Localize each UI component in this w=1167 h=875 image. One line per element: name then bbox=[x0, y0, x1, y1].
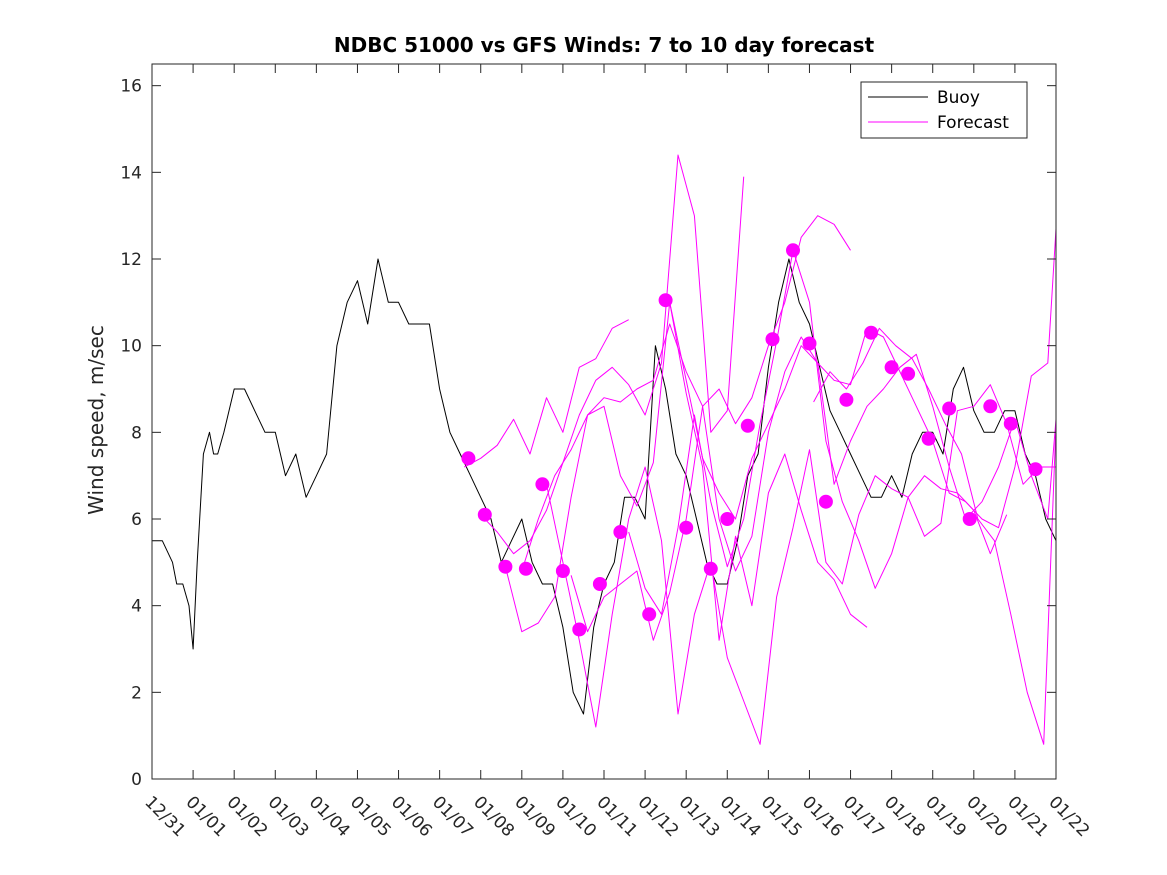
forecast-series-line-4 bbox=[521, 301, 868, 641]
forecast-marker-point bbox=[572, 622, 587, 637]
forecast-marker-point bbox=[1003, 416, 1018, 431]
y-tick-label: 4 bbox=[131, 597, 142, 617]
forecast-series-line-2 bbox=[480, 154, 745, 555]
series-layer bbox=[152, 154, 1056, 745]
forecast-marker-point bbox=[802, 336, 817, 351]
y-tick-label: 10 bbox=[120, 337, 142, 357]
y-tick-label: 0 bbox=[131, 770, 142, 790]
forecast-marker-point bbox=[901, 366, 916, 381]
chart-title: NDBC 51000 vs GFS Winds: 7 to 10 day for… bbox=[334, 33, 875, 57]
forecast-marker-point bbox=[555, 564, 570, 578]
forecast-marker-point bbox=[818, 494, 833, 509]
forecast-marker-point bbox=[786, 243, 800, 258]
y-tick-label: 2 bbox=[131, 683, 142, 703]
y-tick-label: 6 bbox=[131, 510, 142, 530]
forecast-marker-point bbox=[613, 525, 628, 539]
forecast-series-line-9 bbox=[813, 327, 1056, 745]
y-tick-label: 8 bbox=[131, 423, 142, 443]
forecast-marker-point bbox=[498, 559, 513, 574]
y-tick-label: 16 bbox=[120, 77, 142, 97]
legend: Buoy Forecast bbox=[860, 81, 1028, 139]
legend-box bbox=[860, 81, 1028, 139]
forecast-marker-point bbox=[642, 607, 657, 622]
forecast-series-line-5 bbox=[546, 449, 1008, 745]
forecast-marker-point bbox=[864, 325, 879, 340]
forecast-marker-point bbox=[884, 360, 899, 375]
forecast-series-line-1 bbox=[464, 319, 629, 468]
marker-layer bbox=[461, 243, 1043, 637]
forecast-marker-point bbox=[679, 520, 694, 535]
buoy-series-line bbox=[152, 258, 1056, 715]
forecast-marker-point bbox=[740, 418, 755, 433]
forecast-marker-point bbox=[720, 512, 735, 526]
forecast-marker-point bbox=[962, 512, 977, 526]
legend-label-forecast: Forecast bbox=[937, 113, 1009, 133]
forecast-series-line-8 bbox=[669, 302, 1056, 520]
forecast-marker-point bbox=[942, 401, 957, 416]
y-tick-label: 14 bbox=[120, 163, 142, 183]
forecast-marker-point bbox=[477, 507, 492, 522]
forecast-marker-point bbox=[518, 561, 533, 576]
forecast-marker-point bbox=[592, 577, 607, 591]
forecast-marker-point bbox=[1028, 462, 1043, 477]
y-axis-label: Wind speed, m/sec bbox=[84, 325, 108, 515]
forecast-marker-point bbox=[765, 332, 780, 347]
forecast-marker-point bbox=[983, 399, 998, 414]
forecast-marker-point bbox=[461, 451, 476, 466]
forecast-marker-point bbox=[839, 392, 854, 407]
y-tick-label: 12 bbox=[120, 250, 142, 270]
forecast-marker-point bbox=[658, 293, 673, 308]
forecast-marker-point bbox=[535, 477, 550, 492]
legend-label-buoy: Buoy bbox=[937, 88, 980, 108]
y-axis-ticks: 0 2 4 6 8 10 12 14 16 bbox=[120, 77, 1056, 790]
forecast-marker-point bbox=[921, 431, 936, 446]
forecast-marker-point bbox=[703, 561, 718, 576]
